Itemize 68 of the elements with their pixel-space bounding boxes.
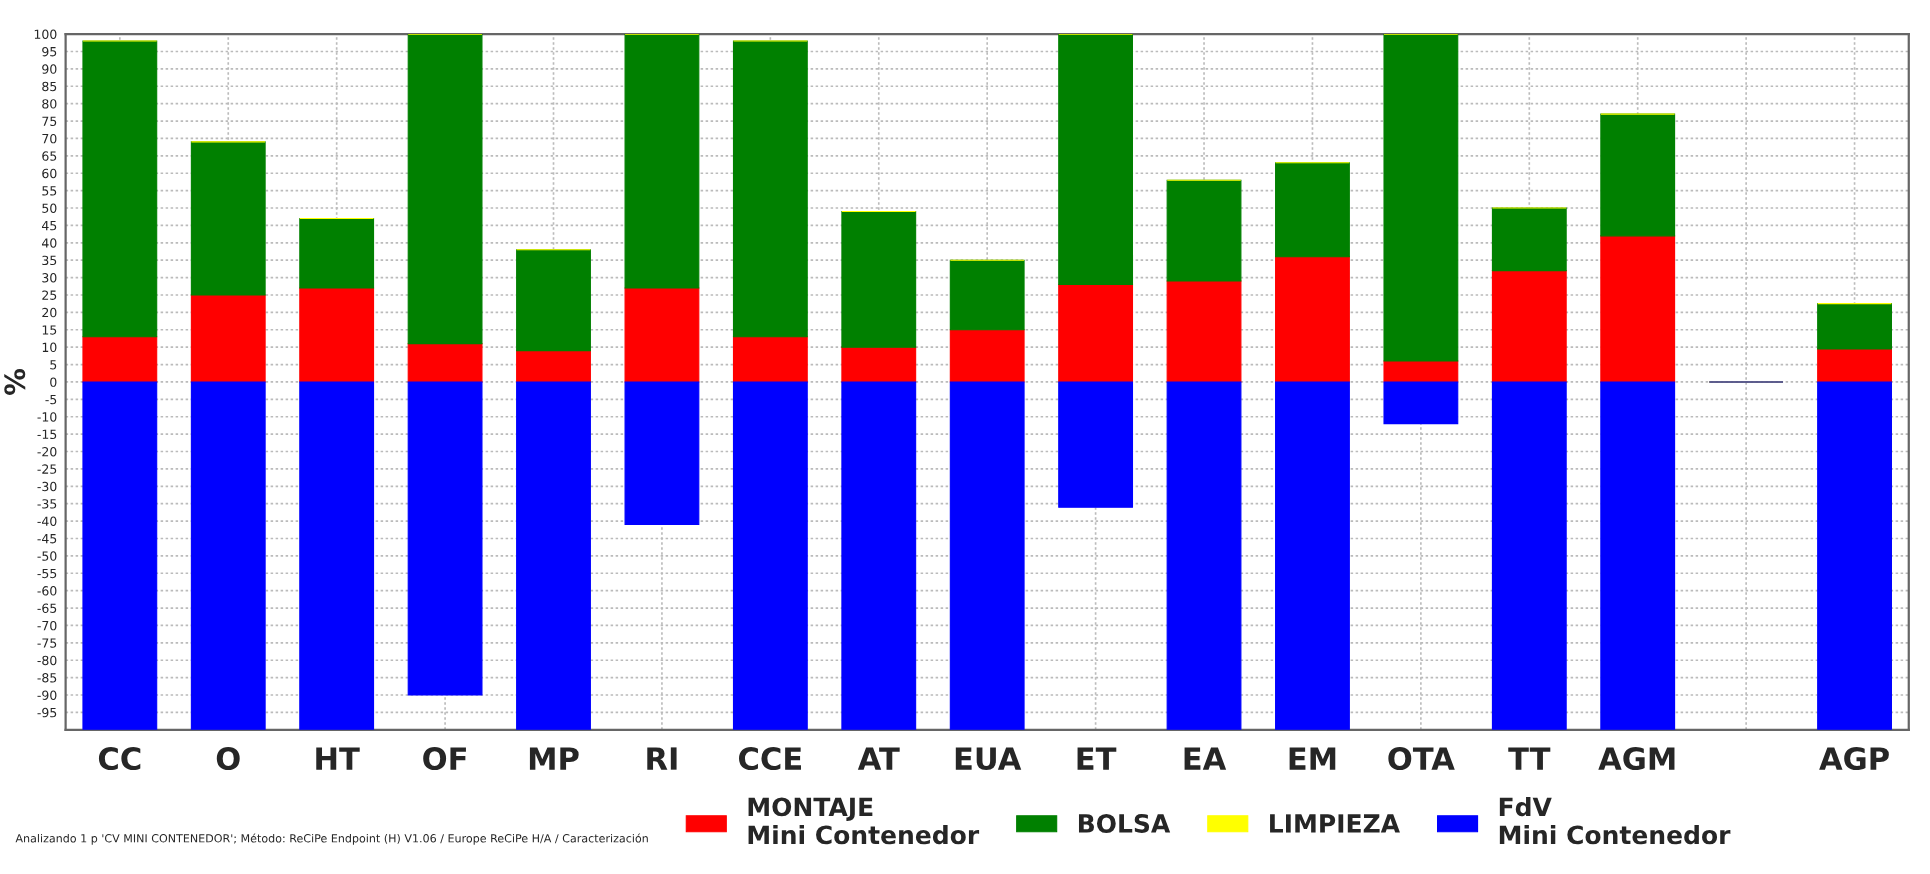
x-tick-label: AGP: [1819, 747, 1889, 771]
bar: [407, 343, 483, 383]
x-tick-label: TT: [1508, 747, 1551, 770]
x-tick-label: OTA: [1388, 747, 1455, 771]
x-tick-label: OF: [423, 747, 466, 771]
bar: [949, 329, 1025, 383]
bar: [190, 141, 266, 296]
bar: [1491, 270, 1567, 383]
bar: [732, 336, 808, 383]
x-tick-label: CC: [98, 747, 141, 771]
bar: [732, 40, 808, 338]
bar: [1491, 381, 1567, 730]
bar: [299, 217, 375, 289]
bar: [624, 381, 700, 526]
bar: [624, 287, 700, 383]
bar: [1166, 381, 1242, 730]
bar: [1491, 207, 1567, 272]
x-tick-label: ET: [1077, 747, 1117, 770]
bar: [1600, 113, 1676, 237]
bar: [1058, 381, 1134, 508]
bar: [1817, 303, 1892, 350]
bar: [1600, 381, 1676, 730]
bar: [190, 381, 266, 730]
bar: [1817, 348, 1892, 383]
bar: [516, 381, 591, 730]
y-axis-title: %: [4, 368, 26, 395]
x-tick-label: RI: [647, 747, 677, 770]
bar: [516, 249, 591, 352]
bar: [949, 381, 1025, 730]
bar: [1383, 381, 1459, 425]
x-tick-label: EUA: [955, 747, 1022, 771]
bar: [732, 381, 808, 730]
legend-label: LIMPIEZA: [1270, 814, 1400, 833]
bar: [1166, 179, 1242, 282]
bar: [1600, 235, 1676, 383]
bar: [841, 210, 917, 348]
x-tick-label: AT: [857, 747, 900, 770]
legend-label: MONTAJE Mini Contenedor: [748, 797, 980, 845]
x-tick-label: HT: [316, 747, 360, 770]
x-tick-label: MP: [529, 747, 579, 770]
bar: [1058, 283, 1134, 383]
x-tick-label: EM: [1289, 747, 1336, 770]
bar: [516, 350, 591, 383]
bar: [1275, 256, 1350, 383]
bar: [190, 294, 266, 383]
bar: [1166, 280, 1242, 383]
bar: [841, 346, 917, 383]
legend-label: BOLSA: [1078, 814, 1171, 833]
bar: [949, 259, 1025, 331]
bar: [82, 40, 158, 338]
bar: [1275, 381, 1350, 730]
bar: [82, 336, 158, 383]
bar: [82, 381, 158, 730]
x-tick-label: O: [216, 747, 240, 771]
bar: [299, 287, 375, 383]
bar: [1817, 381, 1892, 730]
bar: [1275, 162, 1350, 258]
legend-label: FdV Mini Contenedor: [1499, 796, 1731, 845]
x-tick-label: CCE: [739, 747, 801, 771]
x-tick-label: AGM: [1598, 747, 1675, 771]
bar: [407, 381, 483, 696]
bar: [299, 381, 375, 730]
bar: [1058, 34, 1134, 286]
bar: [624, 34, 700, 289]
bar: [1383, 34, 1459, 362]
x-tick-label: EA: [1184, 747, 1227, 770]
bar: [841, 381, 917, 730]
bar: [407, 34, 483, 345]
